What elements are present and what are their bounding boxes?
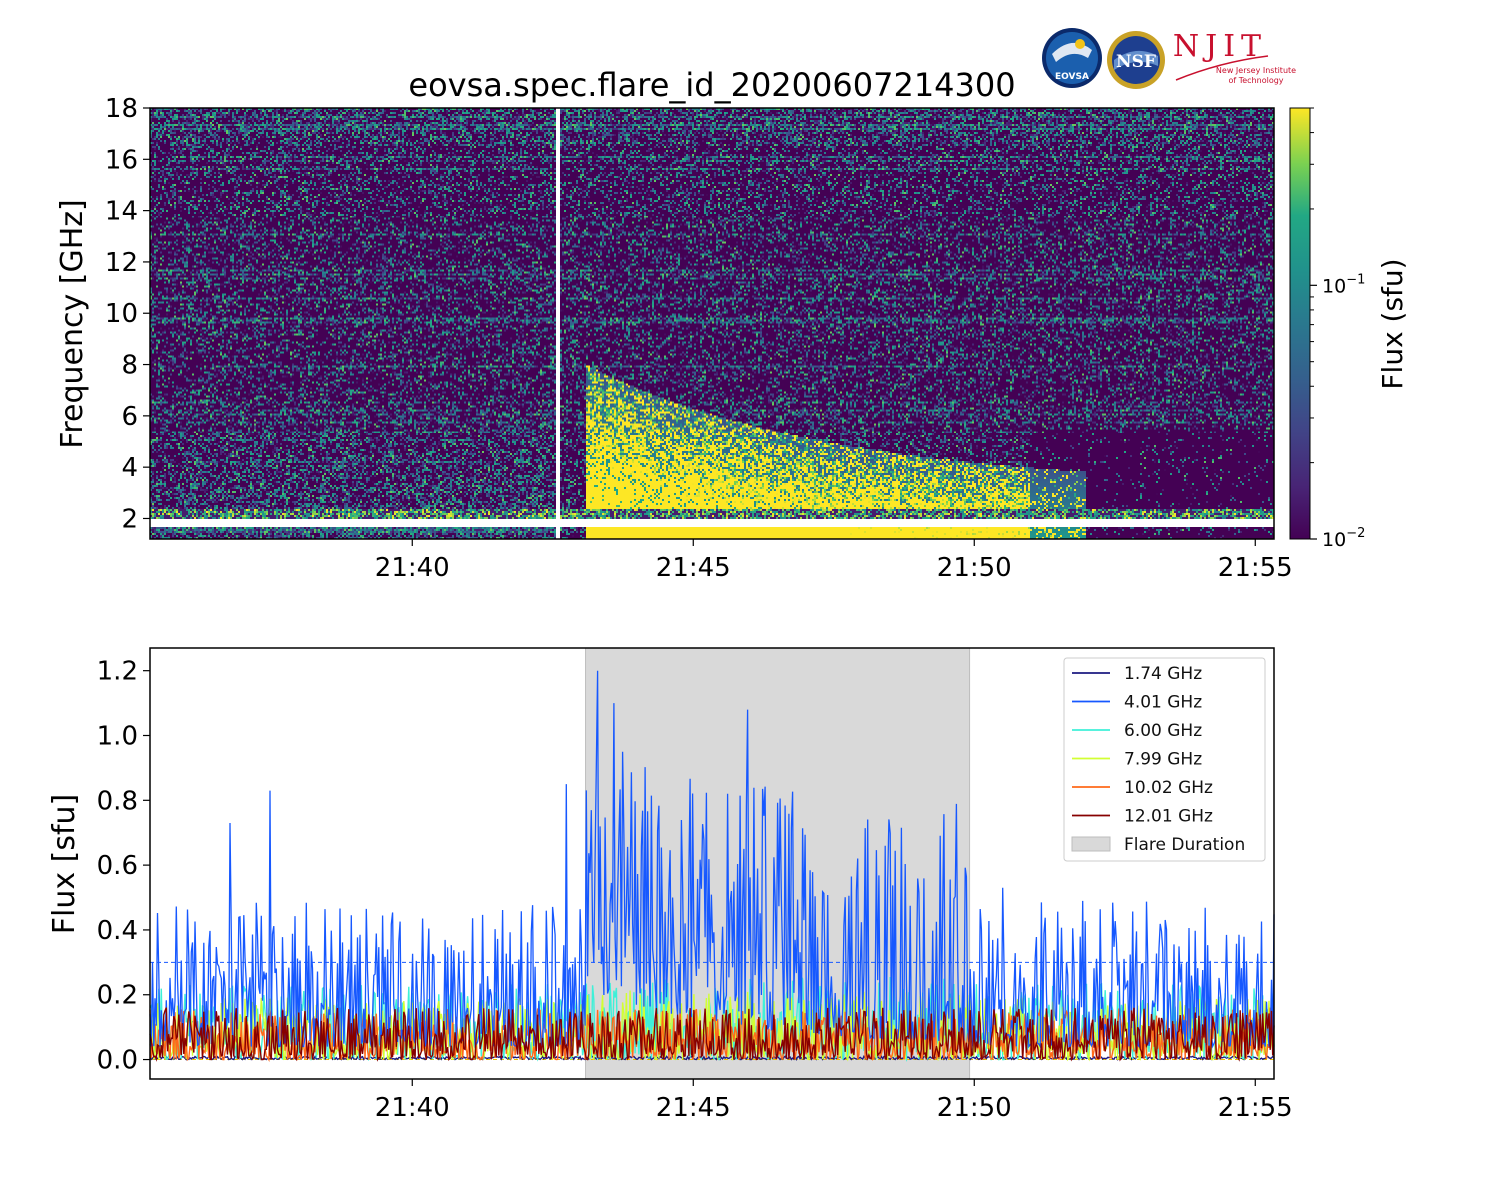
spectrogram-frame bbox=[149, 107, 1275, 540]
eovsa-logo: EOVSA bbox=[1042, 28, 1102, 88]
figure-title: eovsa.spec.flare_id_20200607214300 bbox=[408, 66, 1015, 104]
spectrogram-x-tick-label: 21:45 bbox=[656, 553, 731, 583]
spectrogram-x-tick-label: 21:40 bbox=[375, 553, 450, 583]
legend-entry: 10.02 GHz bbox=[1124, 778, 1213, 798]
lightcurve-y-tick-label: 1.0 bbox=[97, 721, 138, 751]
colorbar-tick-label: 10−2 bbox=[1322, 526, 1365, 551]
legend-entry-flare: Flare Duration bbox=[1124, 835, 1245, 855]
lightcurve-x-tick-label: 21:45 bbox=[656, 1093, 731, 1123]
nsf-logo: NSF bbox=[1107, 31, 1165, 89]
lightcurve-x-tick-label: 21:55 bbox=[1218, 1093, 1293, 1123]
lightcurve-y-axis-label: Flux [sfu] bbox=[47, 794, 82, 935]
spectrogram-y-tick-label: 14 bbox=[105, 197, 138, 227]
colorbar-ticks: 10−1 10−2 bbox=[1310, 107, 1365, 551]
lightcurve-axes: 0.0 0.2 0.4 0.6 0.8 1.0 1.2 21:40 21:45 21:50 21:5… bbox=[97, 657, 1293, 1123]
lightcurve-y-tick-label: 0.6 bbox=[97, 851, 138, 881]
legend-box bbox=[1063, 657, 1266, 862]
spectrogram-image bbox=[150, 108, 1274, 539]
legend-entry: 6.00 GHz bbox=[1124, 721, 1202, 741]
legend-entry: 4.01 GHz bbox=[1124, 693, 1202, 713]
spectrogram-y-tick-label: 4 bbox=[121, 453, 138, 483]
colorbar-label: Flux (sfu) bbox=[1376, 258, 1409, 389]
legend-entry: 1.74 GHz bbox=[1124, 664, 1202, 684]
njit-logo-subtitle-2: of Technology bbox=[1228, 76, 1283, 85]
lightcurve-x-tick-label: 21:40 bbox=[375, 1093, 450, 1123]
colorbar-tick-label: 10−1 bbox=[1322, 272, 1365, 297]
legend-entry: 7.99 GHz bbox=[1124, 750, 1202, 770]
series-line-12-01-ghz bbox=[149, 1007, 1275, 1062]
spectrogram-y-tick-label: 10 bbox=[105, 299, 138, 329]
lightcurve-series bbox=[149, 670, 1275, 1063]
lightcurve-y-tick-label: 1.2 bbox=[97, 657, 138, 687]
colorbar-gradient bbox=[1289, 107, 1311, 540]
njit-logo: NJIT New Jersey Institute of Technology bbox=[1173, 29, 1296, 85]
eovsa-logo-text: EOVSA bbox=[1055, 72, 1089, 82]
lightcurve-y-tick-label: 0.0 bbox=[97, 1046, 138, 1076]
lightcurve-x-tick-label: 21:50 bbox=[937, 1093, 1012, 1123]
spectrogram-y-tick-label: 6 bbox=[121, 402, 138, 432]
spectrogram-y-tick-label: 2 bbox=[121, 504, 138, 534]
spectrogram-axes: 2 4 6 8 10 12 14 16 18 21:40 21:45 21:50 21:55 bbox=[105, 94, 1293, 583]
spectrogram-y-tick-label: 16 bbox=[105, 145, 138, 175]
legend-swatch-flare bbox=[1071, 836, 1111, 852]
series-line-1-74-ghz bbox=[149, 1054, 1275, 1062]
legend: 1.74 GHz 4.01 GHz 6.00 GHz 7.99 GHz 10.02 GH… bbox=[1063, 657, 1266, 862]
lightcurve-panel: 0.0 0.2 0.4 0.6 0.8 1.0 1.2 21:40 21:45 21:50 21:5… bbox=[47, 647, 1293, 1123]
lightcurve-y-tick-label: 0.8 bbox=[97, 786, 138, 816]
spectrogram-y-axis-label: Frequency [GHz] bbox=[55, 199, 90, 448]
colorbar: 10−1 10−2 Flux (sfu) bbox=[1289, 107, 1409, 551]
lightcurve-frame bbox=[149, 647, 1275, 1080]
spectrogram-panel: 2 4 6 8 10 12 14 16 18 21:40 21:45 21:50 21:55 Frequ… bbox=[55, 94, 1293, 583]
legend-entry: 12.01 GHz bbox=[1124, 807, 1213, 827]
njit-logo-subtitle-1: New Jersey Institute bbox=[1216, 66, 1296, 75]
spectrogram-x-tick-label: 21:55 bbox=[1218, 553, 1293, 583]
nsf-logo-text: NSF bbox=[1116, 52, 1156, 72]
spectrogram-y-tick-label: 18 bbox=[105, 94, 138, 124]
njit-logo-text: NJIT bbox=[1173, 29, 1267, 64]
threshold-lines bbox=[150, 961, 1274, 1061]
lightcurve-y-tick-label: 0.2 bbox=[97, 981, 138, 1011]
spectrogram-y-tick-label: 8 bbox=[121, 351, 138, 381]
lightcurve-y-tick-label: 0.4 bbox=[97, 916, 138, 946]
spectrogram-x-tick-label: 21:50 bbox=[937, 553, 1012, 583]
spectrogram-y-tick-label: 12 bbox=[105, 248, 138, 278]
